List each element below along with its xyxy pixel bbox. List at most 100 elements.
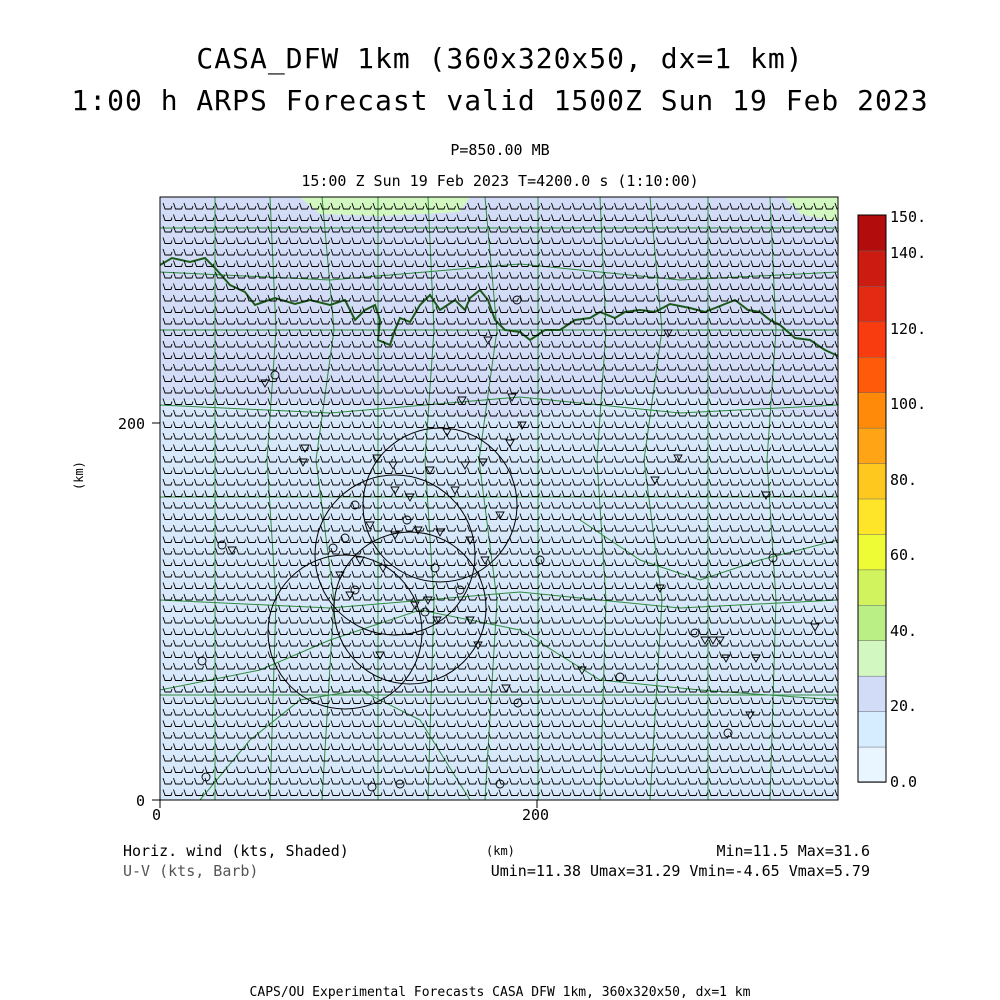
barb-field-label: U-V (kts, Barb) [123, 862, 259, 880]
observation-stations [197, 295, 820, 792]
station-circle [217, 540, 227, 550]
y-axis-label: (km) [72, 461, 86, 490]
station-triangle [577, 666, 587, 675]
station-circle [512, 295, 522, 305]
county-line [424, 197, 435, 800]
colorbar-segment [857, 498, 887, 535]
station-triangle [423, 596, 433, 605]
station-triangle [457, 396, 467, 405]
station-triangle [227, 546, 237, 555]
station-triangle [761, 491, 771, 500]
station-circle [197, 656, 207, 666]
colorbar-segment [857, 604, 887, 641]
colorbar-label: 40. [890, 622, 918, 640]
colorbar-segment [857, 675, 887, 712]
colorbar-label: 100. [890, 395, 927, 413]
station-triangle [655, 584, 665, 593]
radar-ring [314, 474, 476, 636]
station-triangle [507, 393, 517, 402]
station-triangle [372, 454, 382, 463]
station-triangle [365, 521, 375, 530]
colorbar-frame [857, 214, 887, 783]
station-triangle [483, 336, 493, 345]
station-triangle [435, 528, 445, 537]
station-circle [768, 553, 778, 563]
station-triangle [410, 601, 420, 610]
station-triangle [715, 636, 725, 645]
radar-ring [333, 531, 487, 685]
county-line [596, 197, 607, 800]
county-line [199, 689, 471, 800]
station-circle [340, 533, 350, 543]
shaded-field-label: Horiz. wind (kts, Shaded) [123, 842, 349, 860]
colorbar-label: 80. [890, 471, 918, 489]
station-triangle [413, 526, 423, 535]
wind-shade-high [300, 197, 838, 222]
station-triangle [465, 616, 475, 625]
station-triangle [480, 556, 490, 565]
station-triangle [388, 461, 398, 470]
wind-barbs [162, 202, 838, 796]
station-circle [395, 779, 405, 789]
station-triangle [425, 466, 435, 475]
station-triangle [335, 571, 345, 580]
x-tick-label-0: 0 [152, 806, 162, 824]
colorbar-segment [857, 533, 887, 571]
station-circle [270, 370, 280, 380]
station-circle [328, 543, 338, 553]
uv-stats: Umin=11.38 Umax=31.29 Vmin=-4.65 Vmax=5.… [490, 862, 870, 880]
colorbar-segment [857, 710, 887, 748]
county-line [160, 609, 838, 701]
station-triangle [810, 623, 820, 632]
station-triangle [345, 591, 355, 600]
station-triangle [700, 636, 710, 645]
station-triangle [298, 458, 308, 467]
county-line [266, 197, 277, 800]
station-triangle [650, 476, 660, 485]
footer-credit: CAPS/OU Experimental Forecasts CASA DFW … [249, 985, 751, 1000]
colorbar-label: 150. [890, 208, 927, 226]
colorbar-label: 60. [890, 546, 918, 564]
y-tick-label-200: 200 [118, 415, 146, 433]
station-triangle [355, 556, 365, 565]
colorbar [857, 214, 887, 783]
colorbar-segment [857, 746, 887, 783]
radar-ring [267, 554, 423, 710]
station-triangle [405, 493, 415, 502]
station-triangle [478, 458, 488, 467]
station-triangle [663, 329, 673, 338]
station-circle [430, 563, 440, 573]
radar-range-rings [267, 427, 518, 710]
colorbar-segment [857, 321, 887, 358]
station-triangle [460, 461, 470, 470]
station-triangle [432, 616, 442, 625]
colorbar-segment [857, 391, 887, 429]
station-triangle [751, 654, 761, 663]
county-line [315, 197, 335, 800]
pressure-level: P=850.00 MB [450, 141, 550, 159]
station-triangle [501, 684, 511, 693]
county-line [160, 396, 838, 414]
state-boundary-red-river [160, 256, 838, 357]
radar-ring [362, 427, 518, 583]
station-circle [367, 782, 377, 792]
station-triangle [442, 428, 452, 437]
wind-barb-field [162, 202, 838, 796]
colorbar-label: 120. [890, 320, 927, 338]
colorbar-segment [857, 285, 887, 323]
station-triangle [260, 379, 270, 388]
station-triangle [673, 454, 683, 463]
station-circle [402, 515, 412, 525]
station-circle [690, 628, 700, 638]
colorbar-segment [857, 462, 887, 500]
colorbar-segment [857, 356, 887, 393]
station-triangle [375, 651, 385, 660]
x-axis-label: (km) [486, 844, 515, 858]
station-circle [615, 672, 625, 682]
title-line-2: 1:00 h ARPS Forecast valid 1500Z Sun 19 … [71, 84, 929, 117]
station-circle [420, 607, 430, 617]
station-triangle [390, 531, 400, 540]
station-triangle [300, 444, 310, 453]
station-triangle [378, 564, 388, 573]
station-triangle [721, 654, 731, 663]
